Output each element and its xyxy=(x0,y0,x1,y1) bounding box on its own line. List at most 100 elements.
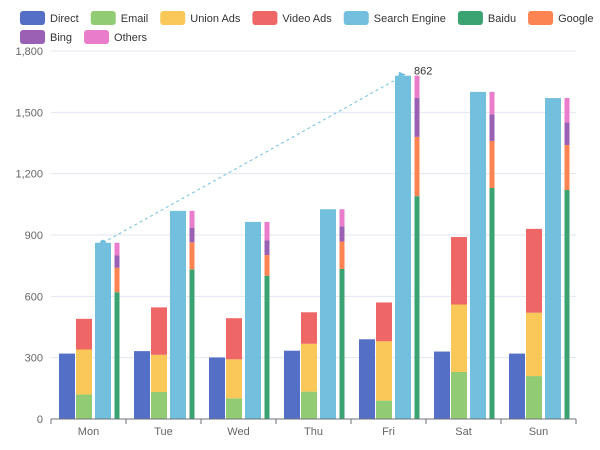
legend-label-bing: Bing xyxy=(50,32,72,44)
legend-swatch-video-ads xyxy=(252,11,278,25)
bar-direct-wed[interactable] xyxy=(209,357,225,419)
bar-bing-sat[interactable] xyxy=(489,114,495,141)
bar-search-engine-tue[interactable] xyxy=(170,210,186,419)
legend-swatch-google xyxy=(528,11,554,25)
bar-email-tue[interactable] xyxy=(151,392,167,419)
bar-direct-mon[interactable] xyxy=(59,353,75,419)
bar-google-thu[interactable] xyxy=(339,241,345,269)
legend-item-baidu[interactable]: Baidu xyxy=(457,11,516,25)
legend-swatch-others xyxy=(84,30,110,44)
annotation-start-symbol xyxy=(100,239,106,246)
x-tick-label-wed: Wed xyxy=(227,426,249,438)
y-tick-label: 300 xyxy=(25,353,43,365)
legend-label-union-ads: Union Ads xyxy=(190,13,241,25)
bar-union-ads-fri[interactable] xyxy=(376,341,392,401)
bar-search-engine-wed[interactable] xyxy=(245,221,261,419)
x-tick-label-tue: Tue xyxy=(154,426,173,438)
bar-video-ads-tue[interactable] xyxy=(151,307,167,355)
legend-item-search-engine[interactable]: Search Engine xyxy=(343,11,446,25)
bar-google-fri[interactable] xyxy=(414,136,420,197)
bar-bing-fri[interactable] xyxy=(414,98,420,137)
legend-item-union-ads[interactable]: Union Ads xyxy=(160,11,241,25)
bar-others-sun[interactable] xyxy=(564,98,570,123)
bar-bing-sun[interactable] xyxy=(564,122,570,146)
legend-label-search-engine: Search Engine xyxy=(374,13,446,25)
bar-bing-tue[interactable] xyxy=(189,227,195,243)
bar-union-ads-tue[interactable] xyxy=(151,354,167,393)
bar-direct-fri[interactable] xyxy=(359,339,375,419)
bar-video-ads-sun[interactable] xyxy=(526,228,542,313)
bar-google-sun[interactable] xyxy=(564,145,570,191)
legend-item-video-ads[interactable]: Video Ads xyxy=(252,11,332,25)
y-tick-label: 0 xyxy=(37,414,43,426)
legend-swatch-direct xyxy=(20,11,45,25)
legend-item-email[interactable]: Email xyxy=(90,11,149,25)
legend-label-direct: Direct xyxy=(50,13,79,25)
legend-item-bing[interactable]: Bing xyxy=(20,30,72,44)
bar-video-ads-mon[interactable] xyxy=(76,318,92,350)
bar-direct-tue[interactable] xyxy=(134,351,150,419)
bar-bing-thu[interactable] xyxy=(339,226,345,242)
bar-search-engine-thu[interactable] xyxy=(320,209,336,419)
legend-label-video-ads: Video Ads xyxy=(282,13,332,25)
bar-video-ads-fri[interactable] xyxy=(376,302,392,342)
bar-baidu-fri[interactable] xyxy=(414,196,420,419)
bar-google-tue[interactable] xyxy=(189,242,195,270)
bar-others-thu[interactable] xyxy=(339,209,345,227)
bar-email-fri[interactable] xyxy=(376,400,392,419)
legend-swatch-bing xyxy=(20,30,45,44)
x-tick-label-mon: Mon xyxy=(78,426,99,438)
bar-direct-thu[interactable] xyxy=(284,350,300,419)
bar-others-wed[interactable] xyxy=(264,221,270,241)
bar-baidu-sun[interactable] xyxy=(564,190,570,419)
bar-search-engine-sun[interactable] xyxy=(545,98,561,420)
bar-search-engine-sat[interactable] xyxy=(470,91,486,419)
x-tick-label-fri: Fri xyxy=(382,426,395,438)
bar-others-sat[interactable] xyxy=(489,91,495,115)
bar-email-thu[interactable] xyxy=(301,391,317,419)
bar-email-mon[interactable] xyxy=(76,394,92,419)
bar-google-mon[interactable] xyxy=(114,267,120,293)
bar-google-sat[interactable] xyxy=(489,140,495,188)
bar-bing-mon[interactable] xyxy=(114,255,120,268)
bar-union-ads-thu[interactable] xyxy=(301,343,317,392)
bar-baidu-mon[interactable] xyxy=(114,292,120,419)
x-tick-label-sun: Sun xyxy=(529,426,549,438)
bar-google-wed[interactable] xyxy=(264,255,270,276)
bar-email-sun[interactable] xyxy=(526,376,542,419)
bar-search-engine-fri[interactable] xyxy=(395,75,411,419)
legend-item-direct[interactable]: Direct xyxy=(20,11,79,25)
bar-union-ads-sun[interactable] xyxy=(526,312,542,377)
bar-video-ads-sat[interactable] xyxy=(451,237,467,305)
bar-baidu-wed[interactable] xyxy=(264,275,270,419)
y-tick-label: 600 xyxy=(25,291,43,303)
bar-direct-sat[interactable] xyxy=(434,351,450,419)
bar-bing-wed[interactable] xyxy=(264,240,270,256)
bar-others-fri[interactable] xyxy=(414,75,420,99)
axes: 0 300 600 900 1,200 1,500 1,800 Mon Tue Wed Thu Fri… xyxy=(15,46,577,438)
bar-baidu-thu[interactable] xyxy=(339,268,345,419)
bar-video-ads-thu[interactable] xyxy=(301,312,317,344)
bar-email-sat[interactable] xyxy=(451,371,467,419)
legend-swatch-search-engine xyxy=(343,11,369,25)
bar-others-tue[interactable] xyxy=(189,210,195,228)
bar-union-ads-mon[interactable] xyxy=(76,349,92,395)
y-tick-label: 900 xyxy=(25,230,43,242)
bar-search-engine-mon[interactable] xyxy=(95,242,111,419)
legend-item-others[interactable]: Others xyxy=(84,30,148,44)
bar-direct-sun[interactable] xyxy=(509,353,525,419)
gridlines xyxy=(51,50,576,359)
bar-video-ads-wed[interactable] xyxy=(226,318,242,360)
annotation-line xyxy=(102,75,404,244)
bar-baidu-tue[interactable] xyxy=(189,269,195,419)
annotation-label: 862 xyxy=(414,66,432,78)
bars xyxy=(59,75,570,420)
bar-union-ads-wed[interactable] xyxy=(226,359,242,399)
bar-others-mon[interactable] xyxy=(114,242,120,256)
bar-baidu-sat[interactable] xyxy=(489,187,495,419)
legend-swatch-baidu xyxy=(457,11,483,25)
bar-union-ads-sat[interactable] xyxy=(451,304,467,372)
bar-email-wed[interactable] xyxy=(226,398,242,419)
legend-item-google[interactable]: Google xyxy=(528,11,594,25)
